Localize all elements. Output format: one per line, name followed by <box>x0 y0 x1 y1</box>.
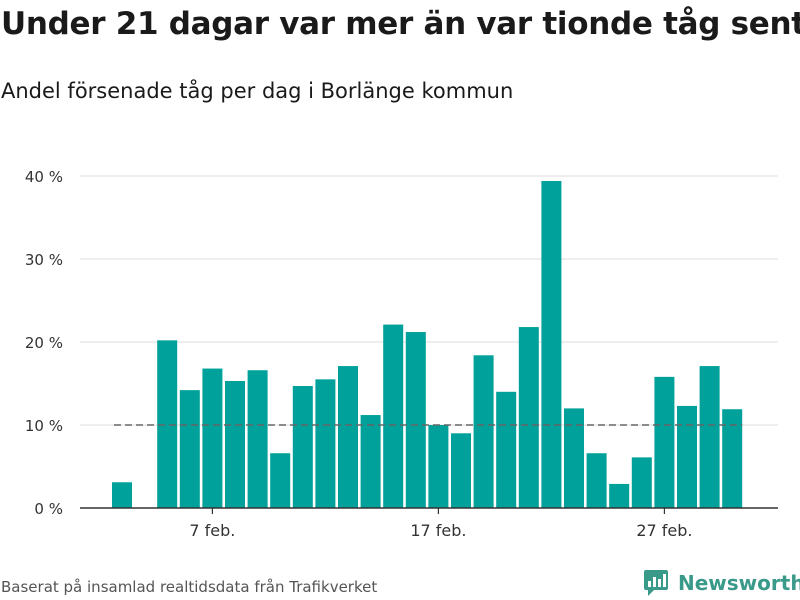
bar <box>179 390 200 508</box>
brand-logo: Newsworthy <box>644 570 800 596</box>
y-tick-label: 40 % <box>25 168 63 186</box>
chart-title: Under 21 dagar var mer än var tionde tåg… <box>1 6 800 42</box>
bar <box>270 453 291 508</box>
bar <box>225 381 245 508</box>
bars <box>112 180 743 509</box>
axes: 0 % 10 % 20 % 30 % 40 % 7 feb. 17 feb. 27 feb. <box>25 168 778 540</box>
bar <box>631 457 652 508</box>
x-tick-label: 17 feb. <box>410 521 466 540</box>
bar <box>699 366 720 508</box>
newsworthy-chart-icon <box>644 570 668 596</box>
bar <box>360 415 381 508</box>
bar <box>541 180 562 509</box>
bar <box>383 324 404 508</box>
bar <box>157 340 178 508</box>
bar <box>451 433 471 508</box>
bar <box>247 370 268 508</box>
y-tick-label: 0 % <box>34 500 63 518</box>
brand-name: Newsworthy <box>678 571 800 595</box>
bar <box>112 482 132 508</box>
bar <box>564 408 584 508</box>
bar <box>518 327 539 508</box>
bar <box>292 385 313 508</box>
chart-subtitle: Andel försenade tåg per dag i Borlänge k… <box>1 79 514 103</box>
x-tick-label: 27 feb. <box>636 521 692 540</box>
source-note: Baserat på insamlad realtidsdata från Tr… <box>1 578 378 596</box>
bar <box>586 453 607 508</box>
bar <box>677 405 697 508</box>
bar <box>473 355 494 508</box>
bar <box>202 368 223 508</box>
bar <box>315 379 336 508</box>
bar <box>428 425 449 508</box>
bar <box>722 409 743 508</box>
x-tick-label: 7 feb. <box>189 521 235 540</box>
bar <box>496 391 517 508</box>
bar <box>338 366 358 508</box>
y-tick-label: 10 % <box>25 417 63 435</box>
bar <box>609 483 630 508</box>
y-tick-label: 20 % <box>25 334 63 352</box>
bar <box>654 376 675 508</box>
y-tick-label: 30 % <box>25 251 63 269</box>
bar <box>405 332 426 508</box>
